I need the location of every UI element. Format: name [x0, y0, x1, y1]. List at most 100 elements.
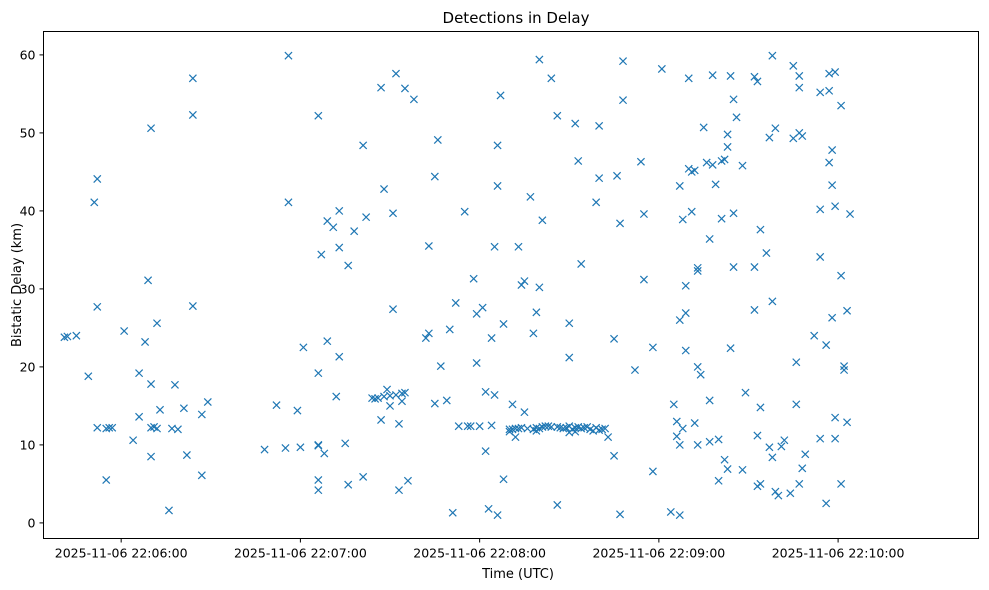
data-point-stroke	[135, 369, 144, 378]
y-tick-label: 60	[20, 47, 36, 62]
data-point	[771, 487, 780, 496]
data-point	[669, 400, 678, 409]
data-point	[705, 437, 714, 446]
data-point-stroke	[693, 362, 702, 371]
data-point-stroke	[320, 449, 329, 458]
data-point-stroke	[490, 390, 499, 400]
data-point	[284, 51, 293, 60]
data-point	[84, 372, 93, 381]
data-point-stroke	[708, 160, 717, 169]
data-point	[433, 135, 442, 144]
data-point	[678, 424, 687, 433]
data-point-stroke	[684, 74, 693, 83]
data-point	[618, 96, 628, 105]
data-point-stroke	[332, 392, 341, 401]
data-point-stroke	[388, 305, 398, 314]
data-point-stroke	[553, 111, 562, 120]
data-point-stroke	[604, 433, 613, 442]
data-point-stroke	[532, 423, 541, 432]
data-point-stroke	[693, 440, 702, 449]
data-point	[837, 479, 846, 488]
data-point	[377, 415, 386, 424]
data-point-stroke	[469, 274, 478, 283]
data-point	[359, 472, 368, 481]
data-point	[639, 209, 648, 219]
data-point-stroke	[693, 263, 702, 272]
data-point	[400, 388, 409, 397]
data-point	[350, 227, 359, 236]
data-point-stroke	[380, 392, 389, 401]
data-point-stroke	[284, 198, 293, 207]
data-point-stroke	[481, 387, 490, 396]
data-point-stroke	[837, 101, 846, 110]
data-point-stroke	[314, 486, 323, 495]
data-point-stroke	[397, 397, 406, 406]
data-point-stroke	[771, 487, 780, 496]
data-point-stroke	[723, 130, 732, 139]
data-point-stroke	[720, 455, 729, 464]
data-point	[726, 344, 735, 353]
data-point-stroke	[508, 400, 517, 409]
x-tick-label: 2025-11-06 22:09:00	[592, 546, 725, 561]
data-point-stroke	[350, 227, 359, 236]
data-point	[93, 174, 102, 183]
data-point-stroke	[765, 133, 774, 142]
data-point-stroke	[831, 434, 840, 443]
data-point-stroke	[753, 77, 762, 86]
data-point-stroke	[595, 121, 604, 130]
data-point-stroke	[738, 161, 747, 170]
data-point	[397, 397, 406, 406]
data-point	[335, 243, 344, 252]
data-point-stroke	[825, 86, 834, 95]
data-point	[837, 271, 846, 280]
data-point-stroke	[565, 353, 574, 362]
data-point-stroke	[729, 263, 738, 272]
data-point	[454, 422, 463, 431]
data-point-stroke	[314, 111, 323, 120]
data-point-stroke	[750, 263, 759, 272]
data-point	[681, 309, 690, 318]
data-point	[720, 455, 729, 464]
data-point	[394, 419, 404, 428]
data-point-stroke	[681, 346, 690, 355]
data-point	[756, 479, 765, 488]
data-point-stroke	[702, 158, 711, 167]
data-point-stroke	[613, 171, 622, 180]
data-point-stroke	[272, 401, 281, 410]
data-point	[299, 343, 308, 352]
data-point	[825, 86, 834, 95]
data-point	[511, 433, 520, 442]
data-point-stroke	[368, 394, 377, 403]
data-point-stroke	[323, 337, 332, 346]
data-point-stroke	[825, 69, 834, 78]
data-point-stroke	[164, 506, 173, 515]
data-point	[801, 450, 810, 459]
data-point	[571, 427, 580, 436]
data-point-stroke	[377, 415, 386, 424]
data-point	[675, 511, 684, 520]
data-point-stroke	[499, 475, 508, 484]
data-point-stroke	[610, 451, 619, 460]
data-point-stroke	[789, 61, 798, 70]
data-point	[451, 298, 460, 307]
data-point	[798, 131, 807, 141]
data-point-stroke	[801, 450, 810, 459]
data-point	[314, 369, 323, 378]
data-point-stroke	[391, 69, 401, 78]
data-point-stroke	[380, 185, 389, 194]
data-point-stroke	[108, 423, 117, 432]
data-point	[648, 343, 657, 352]
data-point-stroke	[442, 396, 451, 405]
data-point	[580, 423, 589, 432]
data-point-stroke	[394, 486, 404, 495]
data-point-stroke	[424, 241, 433, 251]
data-point	[362, 213, 371, 222]
data-point	[394, 486, 404, 495]
x-tick-label: 2025-11-06 22:08:00	[413, 546, 546, 561]
data-point-stroke	[846, 209, 855, 219]
data-point	[765, 443, 774, 452]
data-point	[672, 432, 681, 441]
data-point	[484, 504, 493, 513]
data-point	[768, 51, 777, 60]
data-point-stroke	[786, 489, 795, 498]
